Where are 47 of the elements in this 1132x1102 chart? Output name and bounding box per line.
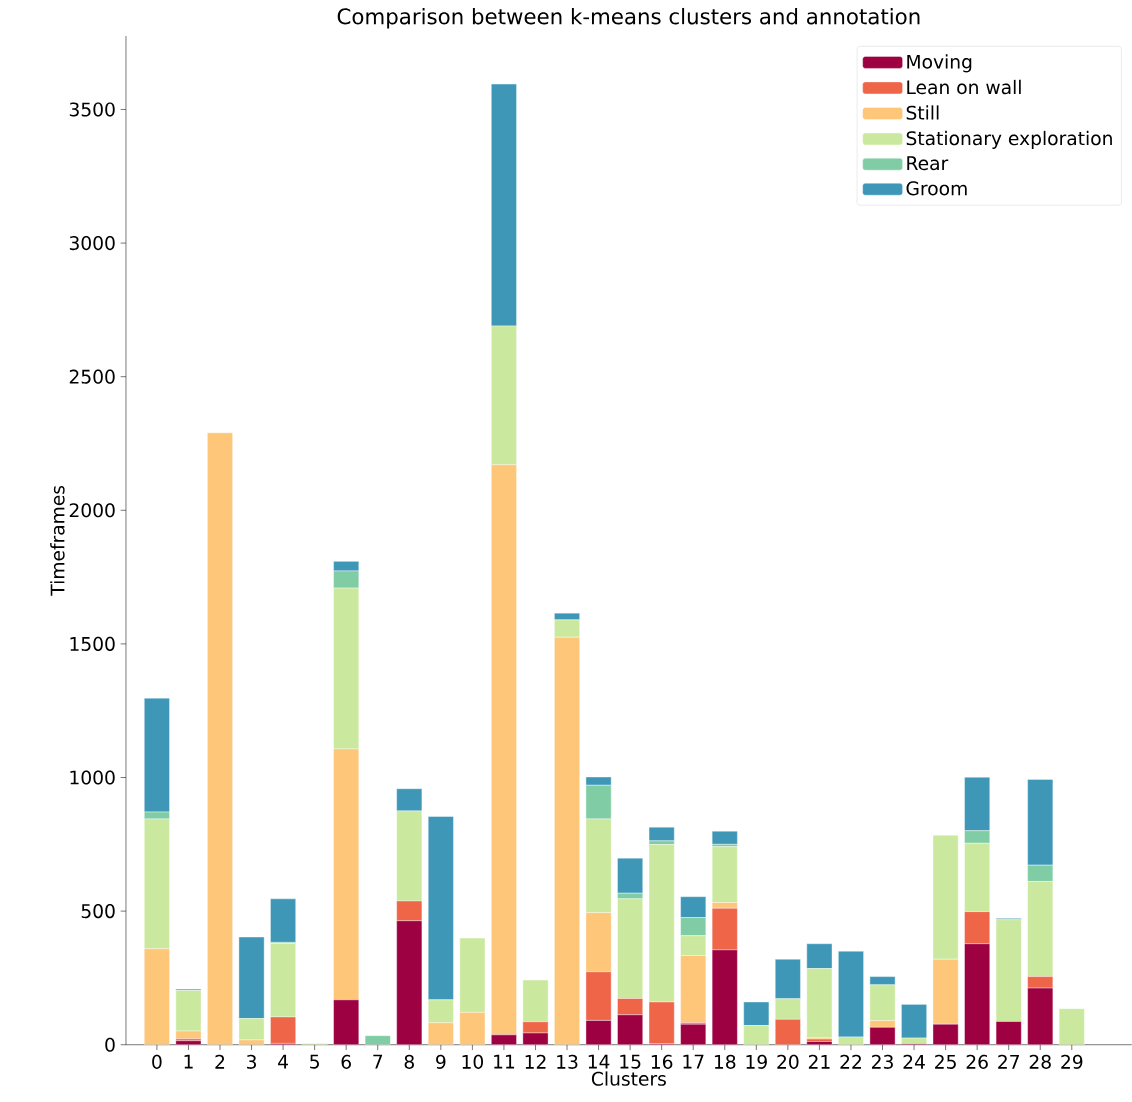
x-tick-label: 7 [373,1054,383,1069]
x-tick-label: 25 [935,1054,956,1070]
y-tick-label: 3000 [69,236,115,251]
x-tick-label: 19 [746,1054,767,1070]
x-tick-label: 23 [871,1054,893,1070]
legend-label: Groom [906,181,967,196]
x-tick-label: 24 [903,1054,925,1069]
x-axis-title: Clusters [591,1071,666,1086]
x-tick-label: 18 [714,1054,736,1070]
x-tick-label: 3 [247,1054,256,1070]
x-tick-label: 5 [310,1054,319,1069]
x-tick-label: 14 [588,1054,610,1069]
x-tick-label: 6 [341,1054,351,1070]
x-tick-label: 9 [436,1054,446,1070]
x-tick-label: 26 [966,1054,988,1070]
x-tick-label: 28 [1029,1054,1051,1070]
x-tick-label: 12 [525,1054,546,1069]
legend-label: Stationary exploration [906,130,1112,150]
x-tick-label: 1 [184,1054,193,1069]
legend-label: Still [906,105,939,120]
chart-title: Comparison between k-means clusters and annotation [337,8,920,29]
x-tick-label: 0 [152,1054,162,1070]
x-tick-label: 4 [278,1054,288,1069]
x-tick-label: 20 [777,1054,799,1070]
y-tick-label: 1500 [70,636,115,652]
x-tick-label: 17 [683,1054,704,1069]
x-tick-label: 27 [998,1054,1019,1069]
y-tick-label: 3500 [69,102,115,117]
x-tick-label: 29 [1061,1054,1083,1070]
x-tick-label: 16 [651,1054,673,1070]
x-tick-label: 22 [840,1054,861,1069]
y-axis-title: Timeframes [50,486,65,596]
y-tick-label: 500 [81,904,115,919]
y-tick-label: 1000 [70,770,115,785]
legend-label: Moving [907,54,972,73]
y-tick-label: 2000 [69,503,115,518]
x-tick-label: 10 [462,1054,484,1070]
legend-label: Lean on wall [907,79,1021,95]
x-tick-label: 8 [404,1054,414,1070]
x-tick-label: 21 [808,1054,830,1069]
y-tick-label: 0 [105,1037,115,1052]
legend-label: Rear [907,156,949,171]
x-tick-label: 2 [215,1054,225,1069]
x-tick-label: 13 [557,1054,578,1070]
y-tick-label: 2500 [69,369,115,384]
x-tick-label: 11 [494,1054,515,1069]
x-tick-label: 15 [620,1054,641,1069]
